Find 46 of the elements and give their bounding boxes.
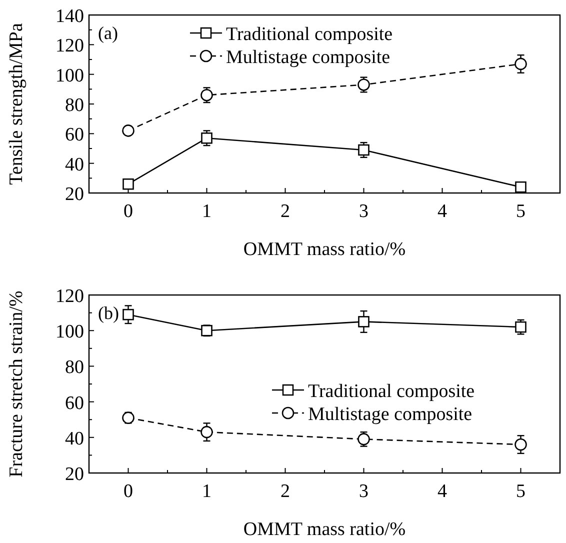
y-tick-label: 20: [65, 464, 84, 485]
annotation: (b): [98, 303, 119, 323]
y-tick-label: 80: [65, 357, 84, 378]
point: [514, 438, 527, 451]
x-axis-title: OMMT mass ratio/%: [243, 239, 406, 260]
legend-label: Traditional composite: [308, 381, 475, 402]
x-axis-title: OMMT mass ratio/%: [243, 519, 406, 540]
point: [201, 132, 212, 144]
x-tick-label: 1: [202, 201, 212, 222]
point: [122, 178, 134, 190]
y-tick-label: 40: [65, 428, 84, 450]
x-tick-label: 5: [516, 201, 526, 222]
x-tick-label: 0: [124, 481, 133, 502]
y-tick-label: 40: [65, 154, 84, 176]
annotation: (a): [98, 23, 118, 43]
x-tick-label: 3: [359, 201, 368, 222]
point: [122, 124, 134, 137]
x-tick-label: 3: [359, 481, 368, 502]
point: [122, 308, 134, 320]
x-tick-label: 4: [438, 201, 448, 222]
y-tick-label: 80: [65, 95, 84, 116]
point: [358, 78, 370, 91]
legend-label: Multistage composite: [308, 404, 472, 425]
y-tick-label: 60: [65, 124, 84, 146]
y-axis-title: Tensile strength/MPa: [6, 22, 27, 185]
x-tick-label: 1: [202, 481, 212, 502]
point: [200, 426, 213, 438]
y-tick-label: 120: [56, 286, 84, 307]
y-axis-title: Fracture stretch strain/%: [6, 290, 27, 478]
x-tick-label: 5: [516, 481, 526, 502]
y-tick-label: 120: [56, 36, 84, 57]
x-tick-label: 0: [124, 201, 133, 222]
point: [515, 181, 526, 193]
y-tick-label: 60: [65, 392, 84, 414]
point: [358, 316, 370, 328]
y-tick-label: 20: [65, 184, 84, 205]
y-tick-label: 100: [56, 322, 84, 343]
y-tick-label: 140: [56, 6, 84, 27]
point: [514, 58, 527, 70]
y-tick-label: 100: [56, 65, 84, 86]
point: [358, 144, 370, 156]
x-tick-label: 2: [280, 201, 290, 222]
x-tick-label: 2: [280, 481, 290, 502]
x-tick-label: 4: [438, 481, 448, 502]
legend-label: Multistage composite: [226, 47, 390, 68]
legend-label: Traditional composite: [226, 24, 393, 45]
